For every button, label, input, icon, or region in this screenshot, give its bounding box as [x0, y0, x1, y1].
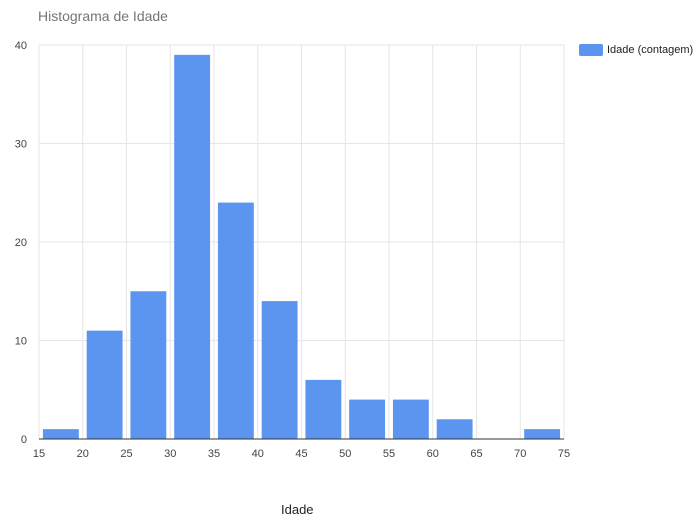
x-tick-label: 65 [470, 448, 482, 460]
grid-layer [38, 44, 565, 439]
x-tick-label: 35 [208, 448, 220, 460]
histogram-bar [261, 301, 298, 439]
bars-layer [42, 54, 561, 439]
histogram-bar [174, 54, 211, 439]
histogram-bar [305, 379, 342, 439]
y-tick-label: 30 [15, 139, 27, 151]
histogram-bar [392, 399, 429, 439]
legend-swatch [579, 44, 603, 56]
x-tick-label: 45 [295, 448, 307, 460]
x-tick-label: 30 [164, 448, 176, 460]
x-tick-label: 75 [558, 448, 570, 460]
chart-title: Histograma de Idade [38, 8, 168, 24]
x-tick-label: 70 [514, 448, 526, 460]
histogram-bar [349, 399, 386, 439]
histogram-bar [86, 330, 123, 439]
histogram-bar [436, 419, 473, 439]
y-tick-label: 0 [21, 434, 27, 446]
y-ticks: 0 10 20 30 40 [15, 40, 27, 446]
x-tick-label: 50 [339, 448, 351, 460]
x-tick-label: 25 [120, 448, 132, 460]
histogram-bar [42, 429, 79, 439]
y-tick-label: 20 [15, 237, 27, 249]
x-tick-label: 20 [77, 448, 89, 460]
x-tick-label: 15 [33, 448, 45, 460]
legend: Idade (contagem) [579, 44, 693, 56]
y-tick-label: 40 [15, 40, 27, 52]
x-ticks: 15 20 25 30 35 40 45 50 55 60 65 70 75 [33, 448, 570, 460]
y-tick-label: 10 [15, 336, 27, 348]
legend-label: Idade (contagem) [607, 44, 694, 56]
histogram-bar [130, 291, 167, 439]
x-axis-title: Idade [281, 502, 314, 517]
x-tick-label: 40 [252, 448, 264, 460]
histogram-bar [217, 202, 254, 439]
x-tick-label: 55 [383, 448, 395, 460]
histogram-bar [524, 429, 561, 439]
x-tick-label: 60 [427, 448, 439, 460]
